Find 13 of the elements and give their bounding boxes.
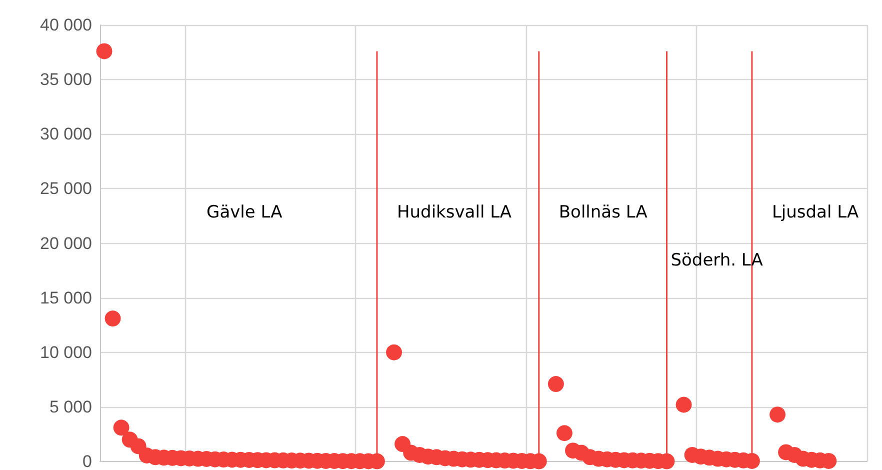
y-tick-label: 10 000 [40,342,92,362]
y-tick-label: 25 000 [40,179,92,198]
y-tick-label: 40 000 [40,16,92,34]
annotation: Hudiksvall LA [396,202,512,222]
y-tick-label: 20 000 [40,234,92,253]
annotation: Ljusdal LA [772,202,859,222]
annotation: Bollnäs LA [558,202,648,222]
y-tick-label: 5 000 [49,397,92,416]
y-tick-label: 30 000 [40,124,92,144]
y-tick-label: 0 [82,452,92,470]
y-tick-label: 35 000 [40,70,92,90]
annotation: Gävle LA [206,202,283,222]
y-tick-label: 15 000 [40,288,92,308]
